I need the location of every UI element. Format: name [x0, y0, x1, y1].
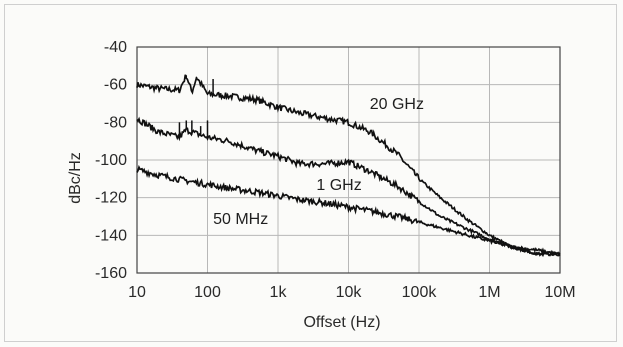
y-tick-label: -60 — [104, 77, 127, 94]
y-tick-label: -120 — [95, 190, 127, 207]
series-annotation: 20 GHz — [370, 96, 424, 113]
y-tick-label: -140 — [95, 227, 127, 244]
tick-labels: 10 100 1k 10k 100k 1M 10M -40 -60 -80 -100 -120 -140… — [95, 39, 576, 301]
y-tick-label: -80 — [104, 114, 127, 131]
x-tick-label: 1k — [270, 284, 288, 301]
series-annotation: 50 MHz — [213, 211, 268, 228]
series-line-1 — [136, 74, 561, 257]
y-tick-label: -160 — [95, 265, 127, 282]
x-tick-label: 100k — [402, 284, 438, 301]
series-annotation: 1 GHz — [316, 177, 361, 194]
chart-frame — [4, 4, 617, 342]
x-tick-label: 10k — [336, 284, 363, 301]
series-labels: 20 GHz 1 GHz 50 MHz — [213, 96, 424, 228]
series-line-3 — [136, 164, 561, 257]
plot-area-border — [136, 46, 561, 274]
x-axis-title: Offset (Hz) — [303, 314, 380, 331]
y-axis-title: dBc/Hz — [67, 152, 84, 204]
x-tick-label: 10M — [544, 284, 575, 301]
x-tick-label: 1M — [478, 284, 500, 301]
y-tick-label: -40 — [104, 39, 127, 56]
x-tick-label: 10 — [128, 284, 146, 301]
series-group — [136, 74, 561, 258]
x-tick-label: 100 — [194, 284, 221, 301]
y-tick-label: -100 — [95, 152, 127, 169]
